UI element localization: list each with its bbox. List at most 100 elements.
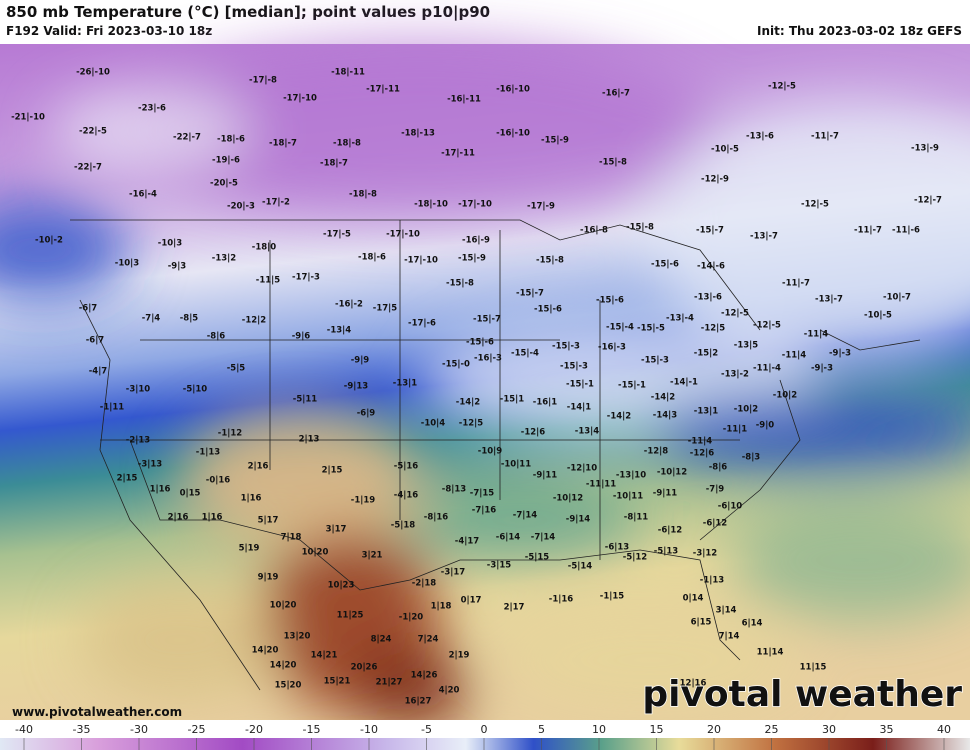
point-value: -11|4: [782, 351, 806, 361]
point-value: -8|5: [180, 314, 199, 324]
point-value: -17|-10: [404, 256, 438, 266]
point-value: -5|15: [525, 553, 549, 563]
point-value: -16|-2: [335, 300, 363, 310]
point-value: -17|-11: [366, 85, 400, 95]
point-value: -18|-13: [401, 129, 435, 139]
colorbar-tick-label: 40: [937, 723, 951, 736]
point-value: -5|11: [293, 395, 317, 405]
point-value: -6|14: [496, 533, 520, 543]
colorbar-tick-label: 0: [481, 723, 488, 736]
point-value: 3|17: [326, 525, 347, 535]
point-value: -21|-10: [11, 113, 45, 123]
point-value: -9|0: [756, 421, 775, 431]
point-value: -15|-1: [566, 380, 594, 390]
point-value: 1|16: [241, 494, 262, 504]
title: 850 mb Temperature (°C) [median]; point …: [6, 3, 491, 21]
point-value: 7|24: [418, 635, 439, 645]
point-value: 2|13: [299, 435, 320, 445]
point-value: -11|-6: [892, 226, 920, 236]
point-value: 16|27: [405, 697, 432, 707]
point-value: 1|18: [431, 602, 452, 612]
point-value: -15|-3: [552, 342, 580, 352]
point-value: -5|18: [391, 521, 415, 531]
point-value: -3|15: [487, 561, 511, 571]
point-value: -16|-10: [496, 129, 530, 139]
point-value: -20|-3: [227, 202, 255, 212]
point-value: -23|-6: [138, 104, 166, 114]
colorbar-tick-label: 10: [592, 723, 606, 736]
point-value: -16|-9: [462, 236, 490, 246]
point-value: 7|14: [719, 632, 740, 642]
colorbar: [0, 738, 970, 750]
point-value: -6|12: [658, 526, 682, 536]
point-value: -6|13: [605, 543, 629, 553]
point-value: -10|9: [478, 447, 502, 457]
point-value: -17|-6: [408, 319, 436, 329]
website: www.pivotalweather.com: [12, 705, 182, 719]
valid-time: F192 Valid: Fri 2023-03-10 18z: [6, 24, 213, 38]
point-value: -11|-7: [811, 132, 839, 142]
point-value: -17|-3: [292, 273, 320, 283]
point-value: -13|4: [575, 427, 599, 437]
point-value: 11|15: [800, 663, 827, 673]
point-value: 10|23: [328, 581, 355, 591]
point-value: -1|11: [100, 403, 124, 413]
point-value: 21|27: [376, 678, 403, 688]
point-value: 20|26: [351, 663, 378, 673]
point-value: -5|16: [394, 462, 418, 472]
point-value: -10|4: [421, 419, 445, 429]
point-value: 1|16: [150, 485, 171, 495]
point-value: -9|9: [351, 356, 370, 366]
point-value: -3|13: [138, 460, 162, 470]
point-value: 14|20: [270, 661, 297, 671]
point-value: -9|6: [292, 332, 311, 342]
point-value: -7|16: [472, 506, 496, 516]
point-value: -22|-5: [79, 127, 107, 137]
point-value: -3|10: [126, 385, 150, 395]
point-value: -15|-6: [596, 296, 624, 306]
point-value: 0|15: [180, 489, 201, 499]
point-value: 14|21: [311, 651, 338, 661]
point-value: 0|14: [683, 594, 704, 604]
colorbar-tick-label: -20: [245, 723, 263, 736]
point-value: -4|17: [455, 537, 479, 547]
point-value: -15|-8: [536, 256, 564, 266]
point-value: -15|-1: [618, 381, 646, 391]
point-value: -11|-7: [854, 226, 882, 236]
point-value: 6|15: [691, 618, 712, 628]
point-value: -4|7: [89, 367, 108, 377]
point-value: -11|-4: [753, 364, 781, 374]
point-value: -8|16: [424, 513, 448, 523]
point-value: -6|7: [79, 304, 98, 314]
colorbar-tick-label: -5: [421, 723, 432, 736]
point-value: -5|13: [654, 547, 678, 557]
point-value: -12|-5: [768, 82, 796, 92]
point-value: -13|-7: [815, 295, 843, 305]
point-value: -15|-4: [606, 323, 634, 333]
point-value: 3|21: [362, 551, 383, 561]
init-time: Init: Thu 2023-03-02 18z GEFS: [757, 24, 962, 38]
point-value: -11|11: [586, 480, 616, 490]
point-value: -18|-8: [349, 190, 377, 200]
point-value: -14|-1: [670, 378, 698, 388]
point-value: -12|5: [459, 419, 483, 429]
point-value: 2|16: [168, 513, 189, 523]
point-value: -5|5: [227, 364, 246, 374]
point-value: -3|17: [441, 568, 465, 578]
point-value: -20|-5: [210, 179, 238, 189]
point-value: -15|-3: [641, 356, 669, 366]
point-value: -12|6: [521, 428, 545, 438]
point-value: 14|26: [411, 671, 438, 681]
colorbar-tick-label: -40: [15, 723, 33, 736]
point-value: -10|2: [773, 391, 797, 401]
point-value: 2|19: [449, 651, 470, 661]
point-value: -2|18: [412, 579, 436, 589]
colorbar-ticks: -40 -35 -30 -25 -20 -15 -10 -5 0 5 10 15 20 25 30 35 40: [15, 723, 951, 750]
point-value: -9|13: [344, 382, 368, 392]
point-value: -15|-6: [466, 338, 494, 348]
point-value: -11|4: [688, 437, 712, 447]
point-value: -18|-10: [414, 200, 448, 210]
point-value: 3|14: [716, 606, 737, 616]
point-value: -12|8: [644, 447, 668, 457]
point-value: -26|-10: [76, 68, 110, 78]
